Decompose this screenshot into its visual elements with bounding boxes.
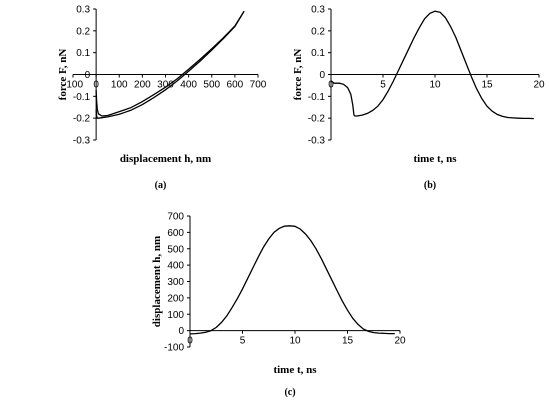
y-tick-label: 0	[178, 326, 184, 337]
x-tick-label: 600	[227, 80, 244, 91]
y-tick-label: -0.1	[73, 92, 91, 103]
x-tick-label: 0	[93, 80, 99, 91]
y-tick-label: 0.3	[311, 5, 325, 16]
y-tick-label: -0.2	[308, 114, 326, 125]
y-tick-label: 0.1	[311, 48, 325, 59]
x-tick-label: 700	[250, 80, 267, 91]
x-tick-label: 300	[157, 80, 174, 91]
panel-caption: (c)	[284, 387, 295, 398]
x-tick-label: 200	[134, 80, 151, 91]
x-tick-label: 15	[342, 336, 354, 347]
y-tick-label: 500	[167, 244, 184, 255]
x-tick-label: 5	[240, 336, 246, 347]
x-tick-label: 20	[394, 336, 406, 347]
x-tick-label: 20	[533, 80, 545, 91]
x-tick-label: 500	[203, 80, 220, 91]
y-tick-label: 600	[167, 228, 184, 239]
y-tick-label: 0	[85, 70, 91, 81]
series-line-1	[189, 225, 395, 335]
x-axis-label: time t, ns	[273, 364, 317, 376]
y-tick-label: 0.2	[76, 26, 90, 37]
x-tick-label: 10	[429, 80, 441, 91]
y-tick-label: -0.1	[308, 92, 326, 103]
y-axis-label: displacement h, nm	[151, 236, 163, 327]
panel-caption: (a)	[155, 180, 167, 191]
y-tick-label: 100	[167, 310, 184, 321]
x-tick-label: 0	[328, 80, 334, 91]
y-axis-label: force F, nN	[292, 49, 304, 101]
y-tick-label: 200	[167, 293, 184, 304]
x-tick-label: 10	[289, 336, 301, 347]
chart-a: -100 0 100 200 300 400 500 600 700-0.3-0.2-0.100…	[57, 5, 267, 192]
x-tick-label: -100	[63, 80, 83, 91]
series-line-1	[95, 10, 245, 117]
series-line-1	[330, 10, 534, 120]
y-tick-label: 0	[319, 70, 325, 81]
x-tick-label: 100	[111, 80, 128, 91]
x-tick-label: 15	[481, 80, 493, 91]
x-tick-label: 400	[180, 80, 197, 91]
y-tick-label: 400	[167, 261, 184, 272]
y-tick-label: 700	[167, 212, 184, 223]
y-tick-label: -100	[164, 343, 184, 354]
x-axis-label: displacement h, nm	[120, 153, 211, 165]
x-tick-label: 0	[187, 336, 193, 347]
y-tick-label: 300	[167, 277, 184, 288]
panel-caption: (b)	[424, 180, 436, 191]
y-tick-label: 0.1	[76, 48, 90, 59]
x-axis-label: time t, ns	[413, 153, 457, 165]
y-tick-label: 0.2	[311, 26, 325, 37]
y-axis-label: force F, nN	[57, 49, 69, 101]
y-tick-label: -0.3	[308, 136, 326, 147]
x-tick-label: 5	[380, 80, 386, 91]
y-tick-label: -0.3	[73, 136, 91, 147]
y-tick-label: 0.3	[76, 5, 90, 16]
y-tick-label: -0.2	[73, 114, 91, 125]
series-line-2	[95, 10, 245, 119]
